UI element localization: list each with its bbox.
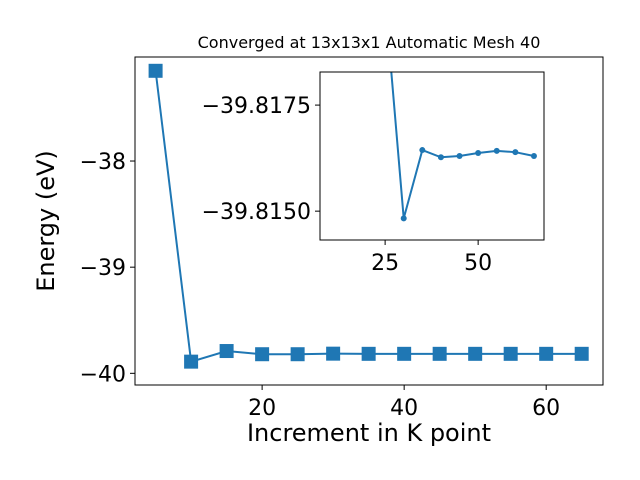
marker: [326, 346, 341, 361]
axes-frame: [134, 56, 604, 386]
marker: [255, 347, 270, 362]
marker: [361, 346, 376, 361]
x-tick-label: 50: [464, 251, 492, 276]
marker: [219, 344, 234, 359]
y-tick-label: −39: [80, 256, 126, 281]
marker: [437, 154, 444, 161]
marker: [290, 347, 305, 362]
marker: [475, 150, 482, 157]
marker: [456, 153, 463, 159]
marker: [512, 149, 519, 156]
marker: [468, 346, 483, 361]
y-tick-label: −39.8175: [202, 94, 311, 119]
x-tick-label: 25: [371, 251, 399, 276]
marker: [503, 346, 518, 361]
marker: [184, 354, 199, 369]
marker: [493, 147, 500, 154]
marker: [539, 346, 554, 361]
x-tick-label: 20: [248, 396, 276, 421]
chart-title: Converged at 13x13x1 Automatic Mesh 40: [198, 33, 541, 52]
marker: [574, 346, 589, 361]
x-tick-label: 40: [390, 396, 418, 421]
marker: [419, 147, 426, 154]
plot-area: [320, 72, 544, 240]
y-axis-label: Energy (eV): [32, 150, 60, 292]
x-tick-label: 60: [532, 396, 560, 421]
y-tick-label: −38: [80, 150, 126, 175]
x-axis-label: Increment in K point: [247, 419, 491, 447]
marker: [148, 63, 163, 78]
marker: [397, 346, 412, 361]
plot-layer: [390, 72, 537, 222]
y-tick-label: −39.8150: [202, 200, 311, 225]
plot-layer: [148, 63, 589, 369]
marker: [432, 346, 447, 361]
marker: [400, 215, 407, 222]
marker: [530, 153, 537, 159]
y-tick-label: −40: [80, 362, 126, 387]
axes-frame: [319, 71, 545, 241]
